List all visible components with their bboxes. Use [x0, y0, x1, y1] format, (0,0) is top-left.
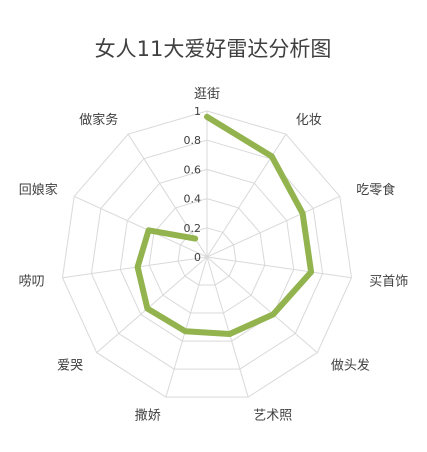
tick-label: 1 — [194, 105, 201, 118]
series-line — [134, 113, 315, 337]
category-label: 撒娇 — [135, 407, 161, 423]
axis-spoke — [206, 256, 352, 279]
category-label: 吃零食 — [356, 182, 395, 198]
series-layer — [134, 113, 315, 337]
radial-axis-ticks: 0 0.2 0.4 0.6 0.8 1 — [184, 105, 202, 264]
axis-spoke — [206, 256, 318, 353]
grid-ring — [148, 198, 266, 314]
axis-spoke — [206, 256, 249, 398]
grid-ring — [119, 168, 295, 342]
category-label: 化妆 — [296, 113, 322, 128]
axis-spoke — [165, 256, 208, 398]
category-label: 艺术照 — [253, 408, 292, 423]
category-label: 唠叨 — [19, 273, 45, 289]
axis-spoke — [73, 195, 208, 258]
axis-spoke — [206, 195, 341, 258]
grid-ring — [90, 139, 324, 370]
category-label: 回娘家 — [19, 182, 58, 198]
tick-label: 0.8 — [184, 134, 202, 147]
grid-ring — [61, 110, 353, 398]
tick-label: 0.4 — [184, 193, 202, 206]
category-label: 做家务 — [79, 112, 118, 128]
axis-spoke — [96, 256, 208, 353]
tick-label: 0.6 — [184, 163, 202, 176]
category-label: 买首饰 — [369, 274, 408, 289]
category-label: 做头发 — [331, 357, 370, 373]
tick-label: 0 — [194, 251, 201, 264]
grid-ring — [177, 227, 237, 286]
category-label: 逛街 — [194, 87, 220, 102]
tick-label: 0.2 — [184, 222, 202, 235]
category-label: 爱哭 — [57, 358, 83, 373]
chart-title: 女人11大爱好雷达分析图 — [95, 37, 332, 61]
